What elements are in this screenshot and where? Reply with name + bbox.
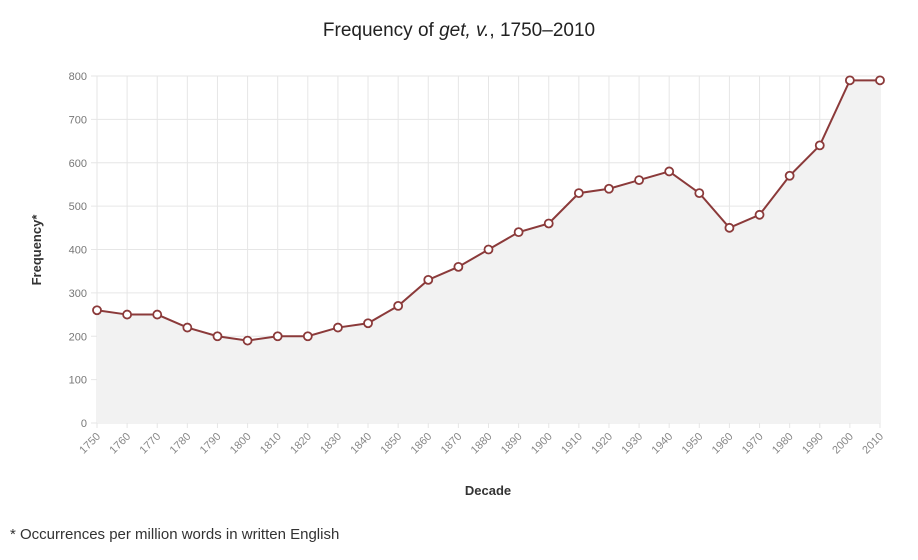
x-tick-label: 1960 bbox=[710, 431, 736, 457]
x-tick-label: 1880 bbox=[469, 431, 495, 457]
y-axis-label: Frequency* bbox=[29, 214, 44, 286]
y-axis-ticks: 0 100 200 300 400 500 600 700 800 bbox=[69, 71, 87, 430]
data-point[interactable] bbox=[363, 318, 373, 329]
y-tick-label: 600 bbox=[69, 158, 87, 170]
data-point[interactable] bbox=[122, 309, 133, 320]
x-tick-label: 1790 bbox=[198, 431, 224, 457]
chart-title-prefix: Frequency of bbox=[322, 20, 440, 41]
x-tick-label: 1780 bbox=[168, 431, 194, 457]
data-point[interactable] bbox=[844, 75, 855, 86]
x-tick-label: 1840 bbox=[348, 431, 374, 457]
data-point[interactable] bbox=[513, 227, 524, 238]
x-tick-label: 1810 bbox=[258, 431, 284, 457]
data-point[interactable] bbox=[875, 75, 885, 86]
data-point[interactable] bbox=[212, 331, 223, 342]
x-tick-label: 1820 bbox=[288, 431, 314, 457]
x-tick-label: 1800 bbox=[228, 431, 254, 457]
data-point[interactable] bbox=[543, 218, 554, 229]
y-tick-label: 500 bbox=[69, 201, 87, 213]
data-point[interactable] bbox=[634, 175, 644, 186]
data-points bbox=[92, 75, 885, 346]
y-tick-label: 0 bbox=[81, 418, 87, 430]
x-tick-label: 1770 bbox=[138, 431, 164, 457]
x-tick-label: 1950 bbox=[680, 431, 706, 457]
x-tick-label: 1980 bbox=[770, 431, 796, 457]
x-tick-label: 1990 bbox=[800, 431, 826, 457]
x-tick-label: 1890 bbox=[499, 431, 525, 457]
data-point[interactable] bbox=[784, 170, 795, 181]
x-tick-label: 1850 bbox=[378, 431, 404, 457]
x-tick-label: 1930 bbox=[619, 431, 645, 457]
data-point[interactable] bbox=[272, 331, 283, 342]
y-tick-label: 400 bbox=[69, 245, 87, 257]
data-point[interactable] bbox=[694, 188, 705, 199]
data-point[interactable] bbox=[604, 183, 614, 194]
x-tick-label: 2010 bbox=[860, 431, 886, 457]
x-tick-label: 1970 bbox=[740, 431, 766, 457]
data-point[interactable] bbox=[302, 331, 313, 342]
x-tick-label: 1760 bbox=[107, 431, 133, 457]
x-tick-label: 1860 bbox=[409, 431, 435, 457]
chart-title-suffix: , 1750–2010 bbox=[489, 20, 596, 41]
data-point[interactable] bbox=[92, 305, 102, 316]
y-tick-label: 300 bbox=[69, 288, 87, 300]
data-point[interactable] bbox=[453, 261, 464, 272]
data-point[interactable] bbox=[483, 244, 494, 255]
data-point[interactable] bbox=[724, 222, 735, 233]
footnote: * Occurrences per million words in writt… bbox=[10, 526, 340, 543]
x-axis-label: Decade bbox=[465, 483, 511, 498]
data-point[interactable] bbox=[754, 209, 765, 220]
x-tick-label: 1830 bbox=[318, 431, 344, 457]
x-tick-label: 1870 bbox=[439, 431, 465, 457]
x-axis-ticks: 1750 1760 1770 1780 1790 1800 1810 1820 1830 1840… bbox=[77, 431, 886, 457]
x-tick-label: 1900 bbox=[529, 431, 555, 457]
data-point[interactable] bbox=[242, 335, 253, 346]
chart-title-word: get, v. bbox=[439, 20, 490, 41]
x-tick-label: 1750 bbox=[77, 431, 103, 457]
y-tick-label: 200 bbox=[69, 331, 87, 343]
x-tick-label: 1920 bbox=[589, 431, 615, 457]
data-point[interactable] bbox=[573, 188, 584, 199]
data-point[interactable] bbox=[423, 274, 434, 285]
x-tick-label: 2000 bbox=[830, 431, 856, 457]
data-point[interactable] bbox=[333, 322, 343, 333]
chart-title: Frequency of get, v., 1750–2010 bbox=[0, 20, 918, 42]
y-tick-label: 100 bbox=[69, 375, 87, 387]
x-tick-label: 1910 bbox=[559, 431, 585, 457]
data-point[interactable] bbox=[152, 309, 163, 320]
data-point[interactable] bbox=[814, 140, 825, 151]
data-point[interactable] bbox=[393, 300, 404, 311]
data-point[interactable] bbox=[664, 166, 675, 177]
data-point[interactable] bbox=[182, 322, 193, 333]
y-tick-label: 700 bbox=[69, 114, 87, 126]
y-tick-label: 800 bbox=[69, 71, 87, 83]
x-tick-label: 1940 bbox=[650, 431, 676, 457]
